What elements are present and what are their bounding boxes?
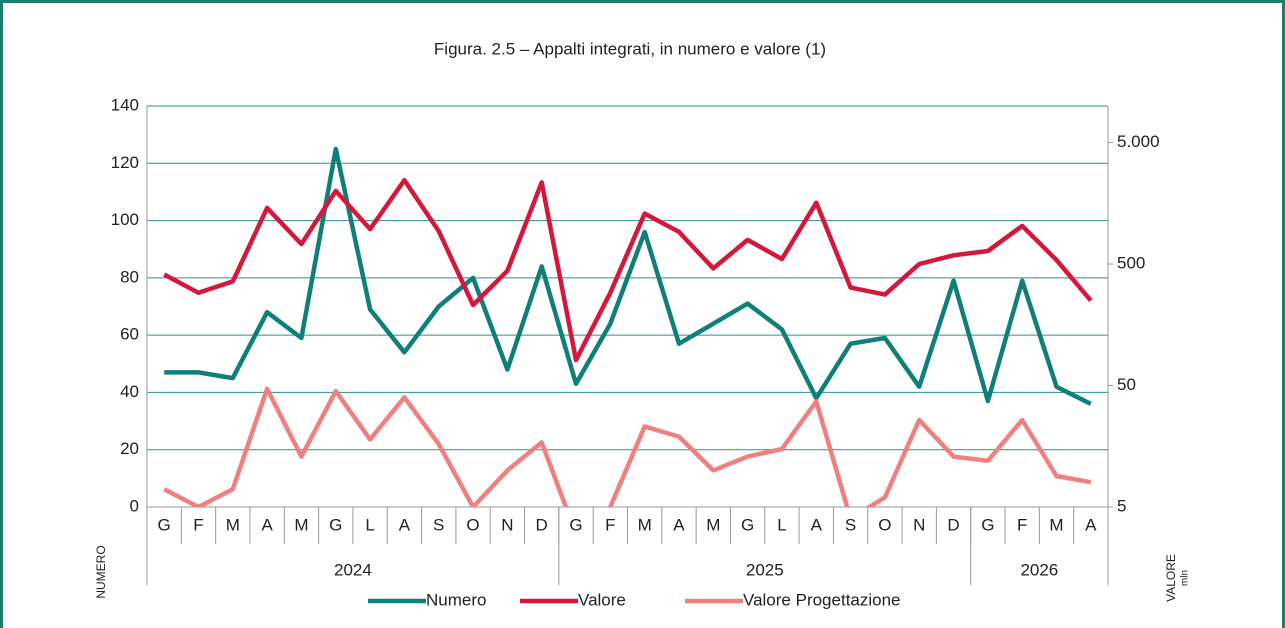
year-label: 2025 <box>746 560 784 579</box>
x-tick-label: D <box>947 515 959 534</box>
legend-label: Valore Progettazione <box>743 590 901 609</box>
series-line <box>163 386 1092 507</box>
x-tick-label: L <box>365 515 374 534</box>
x-tick-label: M <box>226 515 240 534</box>
x-tick-label: A <box>1085 515 1097 534</box>
year-label: 2026 <box>1020 560 1058 579</box>
y-tick-label: 140 <box>111 95 139 114</box>
chart-title: Figura. 2.5 – Appalti integrati, in nume… <box>434 39 826 58</box>
x-tick-label: N <box>913 515 925 534</box>
y-tick-label: 80 <box>120 267 139 286</box>
x-tick-label: O <box>466 515 479 534</box>
x-tick-label: N <box>501 515 513 534</box>
x-tick-label: A <box>811 515 823 534</box>
x-tick-label: S <box>845 515 856 534</box>
series-line <box>164 146 1092 406</box>
y2-unit: mln <box>1180 570 1191 586</box>
x-tick-label: S <box>433 515 444 534</box>
y-axis-label: NUMERO <box>94 545 108 598</box>
y-tick-label: 100 <box>111 210 139 229</box>
x-tick-label: M <box>638 515 652 534</box>
x-tick-label: D <box>536 515 548 534</box>
y-tick-label: 0 <box>130 496 139 515</box>
x-tick-label: F <box>1017 515 1027 534</box>
y-tick-label: 20 <box>120 439 139 458</box>
year-label: 2024 <box>334 560 372 579</box>
x-tick-label: A <box>261 515 273 534</box>
y2-tick-label: 5.000 <box>1117 132 1160 151</box>
y-tick-label: 60 <box>120 325 139 344</box>
x-tick-label: G <box>329 515 342 534</box>
y2-axis-label: VALORE <box>1164 554 1178 602</box>
x-tick-label: G <box>981 515 994 534</box>
legend-label: Numero <box>426 590 486 609</box>
x-tick-label: M <box>1049 515 1063 534</box>
x-tick-label: A <box>399 515 411 534</box>
legend-label: Valore <box>578 590 626 609</box>
y2-tick-label: 5 <box>1117 496 1126 515</box>
x-tick-label: G <box>158 515 171 534</box>
series-line <box>163 177 1093 363</box>
x-tick-label: F <box>193 515 203 534</box>
x-tick-label: G <box>741 515 754 534</box>
x-tick-label: M <box>294 515 308 534</box>
y2-tick-label: 50 <box>1117 375 1136 394</box>
y-tick-label: 40 <box>120 382 139 401</box>
x-tick-label: M <box>706 515 720 534</box>
x-tick-label: F <box>605 515 615 534</box>
x-tick-label: O <box>878 515 891 534</box>
y-tick-label: 120 <box>111 153 139 172</box>
x-tick-label: L <box>777 515 786 534</box>
y2-tick-label: 500 <box>1117 254 1145 273</box>
x-tick-label: A <box>673 515 685 534</box>
x-tick-label: G <box>569 515 582 534</box>
